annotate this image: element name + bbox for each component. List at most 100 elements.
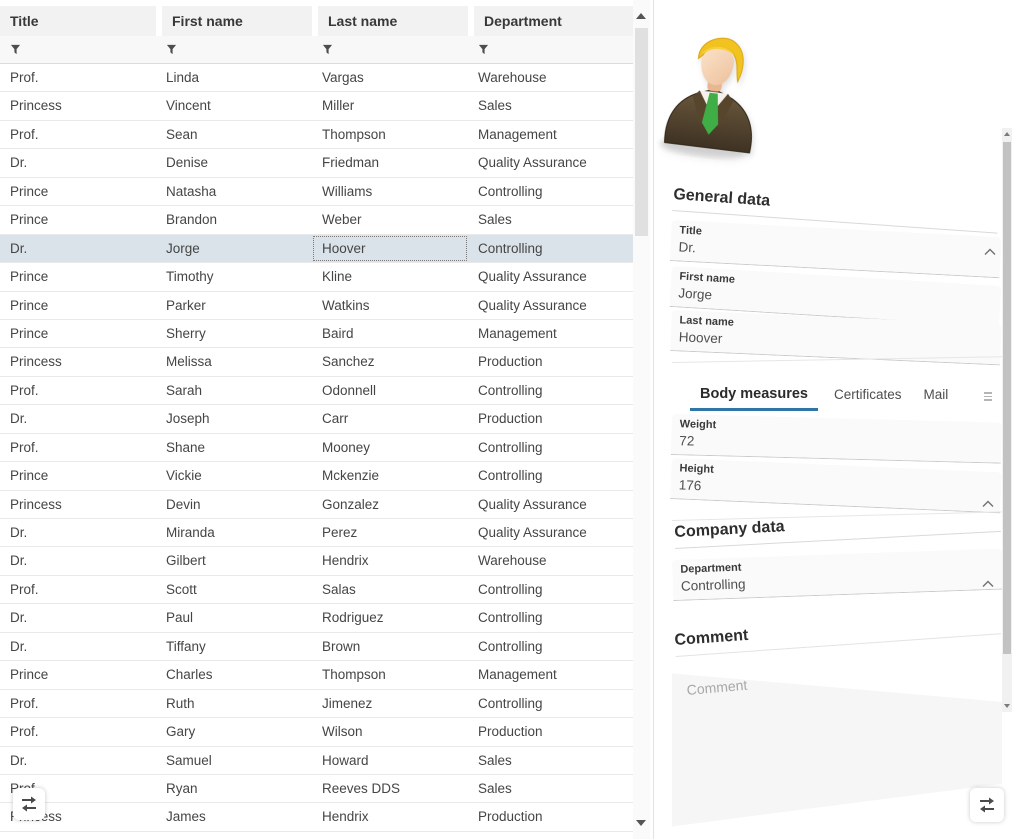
table-row[interactable]: Prince Natasha Williams Controlling [0,177,633,207]
cell-department: Controlling [478,610,543,626]
table-row[interactable]: Prof. Ryan Reeves DDS Sales [0,774,633,804]
cell-first-name: Timothy [166,269,214,285]
cell-department: Warehouse [478,553,547,569]
cell-last-name: Vargas [322,70,364,85]
column-header-last-name[interactable]: Last name [312,6,468,36]
cell-title: Prince [10,269,49,285]
tab-mail[interactable]: Mail [923,387,949,402]
comment-textarea[interactable]: Comment [672,673,1002,827]
table-row[interactable]: Prince Timothy Kline Quality Assurance [0,263,633,292]
cell-title: Prof. [10,439,39,455]
funnel-icon [10,44,21,55]
cell-department: Quality Assurance [478,155,587,171]
cell-title: Dr. [10,553,28,569]
filter-cell[interactable] [468,36,633,63]
cell-first-name: Sean [166,126,198,142]
cell-department: Sales [478,98,512,114]
table-row[interactable]: Princess Melissa Sanchez Production [0,348,633,377]
detail-vertical-scrollbar[interactable] [1002,128,1012,712]
cell-last-name: Hoover [312,235,468,262]
cell-department: Controlling [478,695,543,711]
table-row[interactable]: Prince Vickie Mckenzie Controlling [0,462,633,491]
triangle-down-icon[interactable] [1003,704,1010,708]
table-row[interactable]: Dr. Gilbert Hendrix Warehouse [0,547,633,576]
detail-tabs: Body measures Certificates Mail [690,382,954,411]
cell-first-name: Melissa [166,354,212,370]
menu-icon[interactable] [984,390,992,403]
filter-cell[interactable] [312,36,468,63]
cell-last-name: Gonzalez [322,496,380,512]
triangle-up-icon[interactable] [636,13,646,19]
grid-vertical-scrollbar[interactable] [633,0,650,839]
cell-first-name: Miranda [166,525,215,540]
column-header-department[interactable]: Department [468,6,633,36]
cell-last-name: Howard [322,752,369,768]
chevron-up-icon[interactable] [984,248,996,256]
chevron-up-icon[interactable] [982,500,994,508]
cell-last-name: Reeves DDS [322,780,401,796]
table-row[interactable]: Princess Devin Gonzalez Quality Assuranc… [0,490,633,519]
cell-title: Dr. [10,240,28,256]
table-row[interactable]: Prof. Gary Wilson Production [0,718,633,747]
cell-last-name: Williams [322,183,373,199]
triangle-up-icon[interactable] [1003,132,1010,136]
table-row[interactable]: Princess Vincent Miller Sales [0,92,633,121]
table-row[interactable]: Prince Brandon Weber Sales [0,206,633,235]
cell-last-name: Jimenez [322,695,373,711]
comment-placeholder: Comment [686,676,748,698]
table-row[interactable]: Prof. Linda Vargas Warehouse [0,64,633,93]
department-field[interactable]: Department Controlling [672,548,1004,601]
cell-title: Prof. [10,126,39,142]
weight-field[interactable]: Weight 72 [670,414,1002,464]
swap-panels-button-right[interactable] [970,788,1004,822]
table-row[interactable]: Dr. Paul Rodriguez Controlling [0,604,633,633]
column-header-title[interactable]: Title [0,6,156,36]
filter-cell[interactable] [0,36,156,63]
cell-first-name: Sherry [166,325,206,341]
table-row[interactable]: Prof. Scott Salas Controlling [0,575,633,605]
table-row[interactable]: Dr. Tiffany Brown Controlling [0,632,633,662]
height-field[interactable]: Height 176 [670,458,1002,514]
column-header-first-name[interactable]: First name [156,6,312,36]
chevron-up-icon[interactable] [982,580,994,588]
cell-last-name: Kline [322,269,353,285]
table-row[interactable]: Dr. Joseph Carr Production [0,405,633,434]
cell-last-name: Hendrix [322,809,369,825]
table-row[interactable]: Princess James Hendrix Production [0,803,633,832]
cell-department: Quality Assurance [478,525,587,540]
cell-title: Prof. [10,581,39,597]
table-row[interactable]: Dr. Miranda Perez Quality Assurance [0,519,633,548]
table-row[interactable]: Prince Sherry Baird Management [0,319,633,349]
table-row[interactable]: Prof. Sarah Odonnell Controlling [0,376,633,406]
cell-first-name: Denise [166,155,209,171]
swap-horizontal-icon [22,796,36,812]
table-row[interactable]: Prof. Sean Thompson Management [0,120,633,150]
table-row[interactable]: Prof. Ruth Jimenez Controlling [0,689,633,719]
filter-cell[interactable] [156,36,312,63]
cell-title: Prof. [10,70,39,85]
table-row[interactable]: Dr. Samuel Howard Sales [0,746,633,775]
cell-department: Production [478,411,543,427]
table-row[interactable]: Prince Parker Watkins Quality Assurance [0,291,633,320]
scrollbar-thumb[interactable] [1003,142,1011,654]
tab-body-measures[interactable]: Body measures [690,382,818,411]
section-heading-company-data: Company data [674,506,1001,549]
cell-department: Sales [478,752,512,768]
table-row[interactable]: Prof. Shane Mooney Controlling [0,433,633,463]
cell-last-name: Friedman [322,155,380,171]
table-row[interactable]: Prince Charles Thompson Management [0,661,633,690]
cell-department: Controlling [478,439,543,455]
table-row[interactable]: Dr. Jorge Hoover Controlling [0,234,633,264]
tab-certificates[interactable]: Certificates [834,387,902,402]
cell-title: Princess [10,354,62,370]
cell-department: Controlling [478,638,543,654]
swap-panels-button-left[interactable] [13,788,45,820]
scrollbar-thumb[interactable] [635,28,648,236]
table-row[interactable]: Dr. Denise Friedman Quality Assurance [0,149,633,178]
cell-title: Dr. [10,752,28,768]
cell-department: Production [478,354,543,370]
cell-title: Prof. [10,724,39,740]
cell-last-name: Carr [322,411,349,427]
split-divider[interactable] [653,0,654,839]
triangle-down-icon[interactable] [636,820,646,826]
